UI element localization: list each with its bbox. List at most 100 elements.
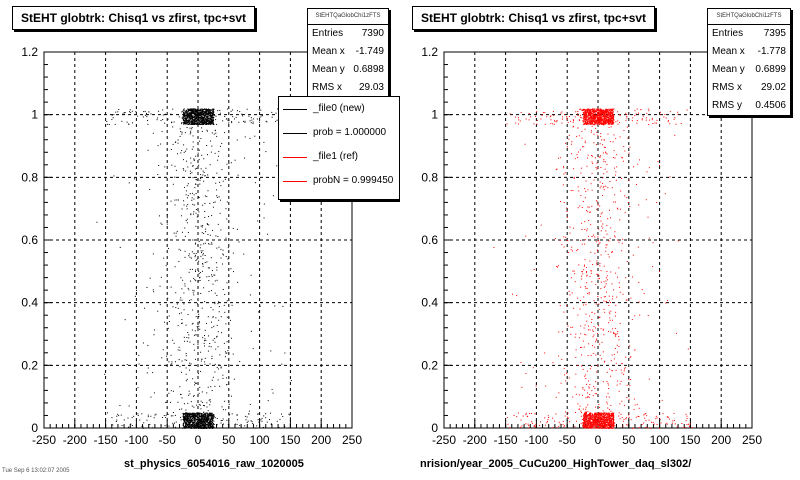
scatter-point (602, 422, 604, 424)
scatter-point (205, 417, 207, 419)
scatter-point (584, 415, 586, 417)
scatter-point (213, 108, 215, 110)
scatter-point (207, 417, 209, 419)
scatter-point (191, 405, 193, 407)
scatter-point (204, 121, 206, 123)
scatter-point (200, 416, 202, 418)
scatter-point (200, 427, 202, 429)
scatter-point (244, 415, 246, 417)
scatter-point (600, 114, 602, 116)
scatter-point (586, 383, 588, 385)
scatter-point (584, 110, 586, 112)
scatter-point (232, 116, 234, 118)
scatter-point (147, 119, 149, 121)
scatter-point (605, 117, 607, 119)
scatter-point (611, 120, 613, 122)
scatter-point (185, 417, 187, 419)
scatter-point (604, 120, 606, 122)
scatter-point (289, 417, 291, 419)
scatter-point (606, 153, 608, 155)
scatter-point (117, 111, 119, 113)
scatter-point (170, 200, 172, 202)
scatter-point (214, 341, 216, 343)
scatter-point (591, 426, 593, 428)
scatter-point (204, 116, 206, 118)
scatter-point (591, 121, 593, 123)
scatter-point (186, 412, 188, 414)
scatter-point (183, 113, 185, 115)
scatter-point (193, 424, 195, 426)
scatter-point (603, 114, 605, 116)
scatter-point (171, 363, 173, 365)
scatter-point (584, 412, 586, 414)
scatter-point (611, 117, 613, 119)
scatter-point (196, 424, 198, 426)
scatter-point (192, 414, 194, 416)
scatter-point (603, 423, 605, 425)
scatter-point (604, 420, 606, 422)
scatter-point (168, 361, 170, 363)
scatter-point (625, 417, 627, 419)
scatter-point (186, 117, 188, 119)
scatter-point (209, 120, 211, 122)
scatter-point (193, 422, 195, 424)
scatter-point (196, 423, 198, 425)
scatter-point (612, 426, 614, 428)
scatter-points (493, 108, 693, 429)
scatter-point (598, 412, 600, 414)
y-tick-label: 1 (31, 108, 38, 122)
scatter-point (589, 415, 591, 417)
scatter-point (213, 415, 215, 417)
scatter-point (196, 425, 198, 427)
scatter-point (183, 112, 185, 114)
scatter-point (206, 276, 208, 278)
scatter-point (162, 417, 164, 419)
scatter-point (629, 385, 631, 387)
scatter-point (189, 427, 191, 429)
scatter-point (189, 425, 191, 427)
scatter-point (197, 152, 199, 154)
scatter-point (609, 425, 611, 427)
scatter-point (199, 116, 201, 118)
scatter-point (206, 116, 208, 118)
legend-swatch (283, 109, 307, 110)
scatter-point (168, 425, 170, 427)
left-stats-row: Entries 7390 (308, 25, 388, 43)
scatter-point (198, 315, 200, 317)
scatter-point (150, 113, 152, 115)
scatter-point (201, 127, 203, 129)
scatter-point (596, 109, 598, 111)
scatter-point (192, 146, 194, 148)
scatter-point (172, 126, 174, 128)
scatter-point (212, 116, 214, 118)
scatter-point (194, 117, 196, 119)
scatter-point (588, 417, 590, 419)
scatter-point (606, 112, 608, 114)
scatter-point (194, 243, 196, 245)
scatter-point (205, 340, 207, 342)
scatter-point (197, 111, 199, 113)
scatter-point (205, 419, 207, 421)
scatter-point (599, 413, 601, 415)
scatter-point (164, 425, 166, 427)
scatter-point (211, 132, 213, 134)
scatter-point (123, 419, 125, 421)
scatter-point (183, 110, 185, 112)
scatter-point (194, 427, 196, 429)
scatter-point (183, 108, 185, 110)
scatter-point (600, 114, 602, 116)
scatter-point (584, 418, 586, 420)
scatter-point (586, 115, 588, 117)
scatter-point (599, 417, 601, 419)
scatter-point (201, 251, 203, 253)
scatter-point (598, 427, 600, 429)
scatter-point (256, 425, 258, 427)
scatter-point (571, 246, 573, 248)
stat-label: RMS x (312, 82, 342, 93)
scatter-point (584, 115, 586, 117)
scatter-point (181, 288, 183, 290)
scatter-point (192, 417, 194, 419)
scatter-point (605, 110, 607, 112)
scatter-point (594, 111, 596, 113)
scatter-point (603, 415, 605, 417)
